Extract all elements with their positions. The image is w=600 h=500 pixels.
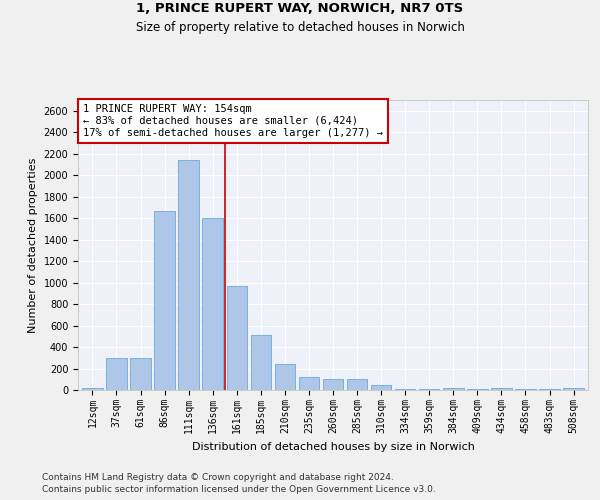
Text: Size of property relative to detached houses in Norwich: Size of property relative to detached ho… — [136, 21, 464, 34]
Bar — [178, 160, 199, 390]
Bar — [82, 388, 103, 390]
Bar — [563, 388, 584, 390]
Bar — [130, 358, 151, 390]
Bar — [251, 335, 271, 390]
Text: Contains HM Land Registry data © Crown copyright and database right 2024.: Contains HM Land Registry data © Crown c… — [42, 472, 394, 482]
Bar — [227, 286, 247, 390]
Text: 1, PRINCE RUPERT WAY, NORWICH, NR7 0TS: 1, PRINCE RUPERT WAY, NORWICH, NR7 0TS — [136, 2, 464, 16]
Bar — [371, 385, 391, 390]
Text: Contains public sector information licensed under the Open Government Licence v3: Contains public sector information licen… — [42, 485, 436, 494]
Bar — [154, 210, 175, 390]
Bar — [299, 377, 319, 390]
Text: Distribution of detached houses by size in Norwich: Distribution of detached houses by size … — [191, 442, 475, 452]
Bar — [395, 389, 415, 390]
Bar — [491, 388, 512, 390]
Bar — [202, 218, 223, 390]
Bar — [275, 364, 295, 390]
Bar — [443, 388, 464, 390]
Bar — [323, 380, 343, 390]
Text: 1 PRINCE RUPERT WAY: 154sqm
← 83% of detached houses are smaller (6,424)
17% of : 1 PRINCE RUPERT WAY: 154sqm ← 83% of det… — [83, 104, 383, 138]
Y-axis label: Number of detached properties: Number of detached properties — [28, 158, 38, 332]
Bar — [106, 358, 127, 390]
Bar — [347, 380, 367, 390]
